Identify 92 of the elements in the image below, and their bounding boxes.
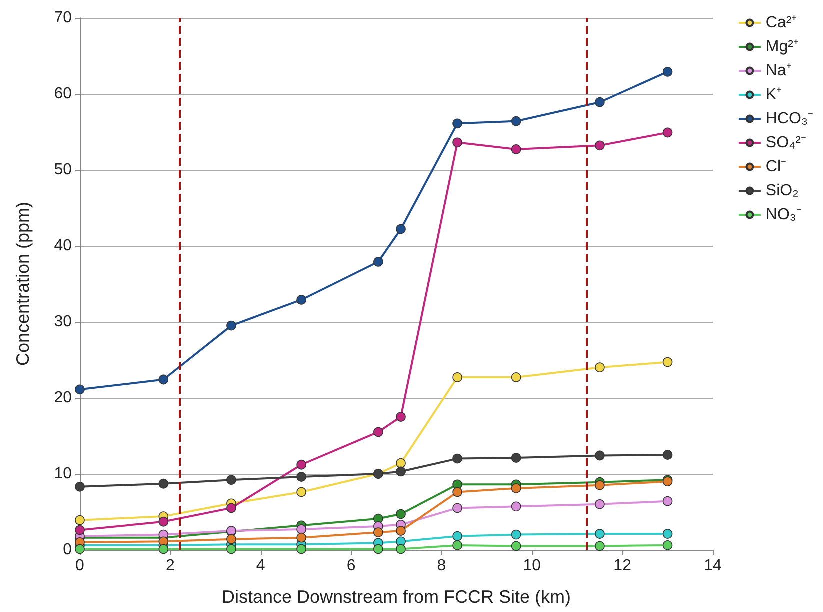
point bbox=[511, 484, 522, 494]
point bbox=[396, 224, 406, 234]
point bbox=[595, 529, 605, 539]
point bbox=[296, 472, 306, 482]
point bbox=[226, 503, 236, 514]
point bbox=[452, 138, 462, 148]
point bbox=[595, 541, 605, 552]
y-tick-label: 70 bbox=[54, 10, 72, 26]
point bbox=[452, 531, 462, 542]
point bbox=[662, 450, 673, 460]
x-tick-label: 14 bbox=[704, 558, 722, 574]
point bbox=[296, 532, 306, 543]
point bbox=[452, 454, 462, 464]
point bbox=[662, 67, 673, 77]
point bbox=[511, 502, 522, 512]
point bbox=[226, 475, 236, 485]
point bbox=[226, 320, 236, 331]
point bbox=[396, 509, 406, 520]
y-tick-label: 20 bbox=[54, 390, 72, 406]
point bbox=[226, 544, 236, 554]
point bbox=[452, 503, 462, 514]
point bbox=[452, 480, 462, 490]
point bbox=[595, 140, 605, 151]
point bbox=[511, 372, 522, 382]
legend-label: SO₄²⁻ bbox=[766, 134, 806, 152]
point bbox=[662, 357, 673, 368]
point bbox=[662, 496, 673, 506]
point bbox=[374, 528, 384, 538]
x-tick-label: 12 bbox=[614, 558, 632, 574]
point bbox=[158, 544, 169, 554]
y-tick-label: 50 bbox=[54, 162, 72, 178]
y-tick-label: 40 bbox=[54, 238, 72, 254]
x-tick-label: 2 bbox=[166, 558, 175, 574]
point bbox=[396, 458, 406, 468]
y-tick-label: 30 bbox=[54, 314, 72, 330]
point bbox=[296, 295, 306, 305]
point bbox=[595, 450, 605, 461]
point bbox=[452, 372, 462, 382]
x-tick-label: 6 bbox=[346, 558, 356, 574]
legend-label: Cl⁻ bbox=[766, 158, 786, 176]
point bbox=[595, 500, 605, 510]
point bbox=[158, 516, 169, 527]
point bbox=[396, 412, 406, 422]
point bbox=[511, 144, 522, 154]
point bbox=[374, 544, 384, 554]
x-tick-label: 0 bbox=[76, 558, 85, 574]
x-tick-label: 10 bbox=[523, 558, 542, 574]
legend-label: NO₃⁻ bbox=[766, 206, 802, 224]
point bbox=[158, 478, 169, 489]
legend-label: K⁺ bbox=[766, 86, 782, 104]
point bbox=[396, 544, 406, 554]
point bbox=[595, 480, 605, 490]
legend-label: Na⁺ bbox=[766, 62, 792, 80]
point bbox=[75, 515, 85, 526]
point bbox=[396, 536, 406, 547]
point bbox=[511, 530, 522, 540]
y-tick-label: 10 bbox=[54, 466, 72, 482]
point bbox=[396, 466, 406, 477]
point bbox=[662, 128, 673, 138]
point bbox=[452, 540, 462, 550]
point bbox=[452, 118, 462, 129]
point bbox=[452, 487, 462, 498]
point bbox=[75, 544, 85, 554]
point bbox=[75, 384, 85, 395]
point bbox=[511, 116, 522, 126]
point bbox=[662, 540, 673, 550]
x-tick-label: 4 bbox=[256, 558, 266, 574]
point bbox=[296, 544, 306, 554]
point bbox=[511, 541, 522, 552]
point bbox=[75, 482, 85, 492]
legend-label: Ca²⁺ bbox=[766, 14, 797, 32]
legend-label: SiO₂ bbox=[766, 182, 799, 200]
y-tick-label: 0 bbox=[63, 542, 72, 558]
point bbox=[75, 525, 85, 536]
x-tick-label: 8 bbox=[437, 558, 446, 574]
point bbox=[595, 362, 605, 372]
y-tick-label: 60 bbox=[54, 86, 72, 102]
point bbox=[296, 487, 306, 498]
point bbox=[374, 257, 384, 267]
point bbox=[511, 453, 522, 463]
y-axis-title: Concentration (ppm) bbox=[13, 202, 33, 366]
point bbox=[662, 529, 673, 539]
legend-label: HCO₃⁻ bbox=[766, 110, 814, 128]
legend-label: Mg²⁺ bbox=[766, 38, 798, 56]
point bbox=[296, 524, 306, 534]
point bbox=[296, 460, 306, 470]
point bbox=[158, 374, 169, 385]
point bbox=[374, 427, 384, 438]
point bbox=[595, 97, 605, 108]
x-axis-title: Distance Downstream from FCCR Site (km) bbox=[222, 587, 572, 607]
point bbox=[396, 526, 406, 536]
point bbox=[226, 534, 236, 544]
